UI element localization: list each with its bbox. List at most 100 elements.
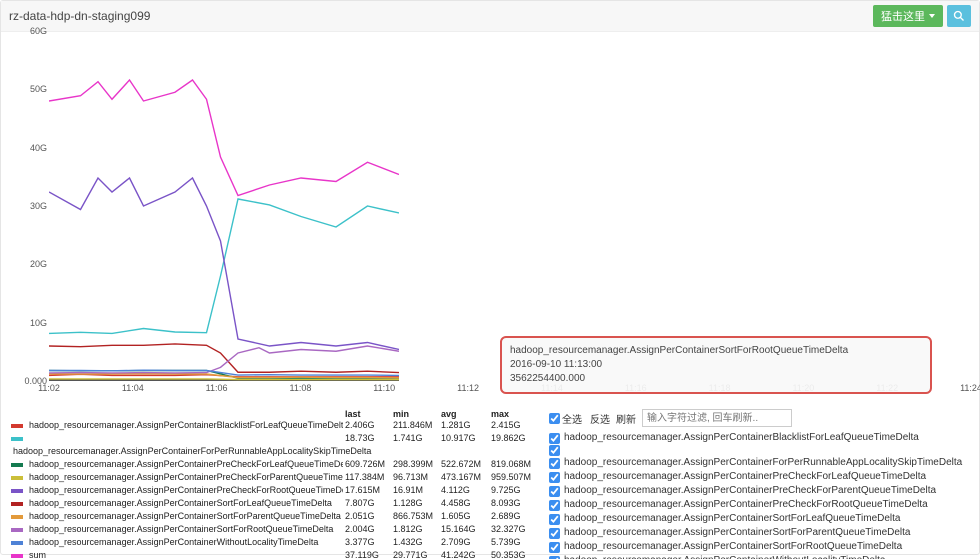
action-button[interactable]: 猛击这里	[873, 5, 943, 27]
legend-value: 1.741G	[391, 432, 439, 445]
select-all-checkbox[interactable]: 全选	[549, 411, 582, 426]
legend-value: 16.91M	[391, 484, 439, 497]
legend-value: 17.615M	[343, 484, 391, 497]
legend-value: 41.242G	[439, 549, 489, 559]
legend-value: 8.093G	[489, 497, 539, 510]
filter-label: hadoop_resourcemanager.AssignPerContaine…	[564, 526, 911, 540]
refresh-link[interactable]: 刷新	[616, 411, 636, 426]
filter-checkbox[interactable]	[549, 458, 560, 469]
legend-header: last min avg max	[9, 409, 539, 419]
x-tick: 11:12	[457, 383, 479, 393]
x-tick: 11:04	[122, 383, 144, 393]
series-runnable	[49, 199, 399, 333]
legend-value: 819.068M	[489, 458, 539, 471]
legend-table: last min avg max hadoop_resourcemanager.…	[9, 409, 539, 559]
filter-checkbox[interactable]	[549, 433, 560, 444]
legend-series-name: hadoop_resourcemanager.AssignPerContaine…	[9, 445, 539, 458]
legend-row[interactable]: hadoop_resourcemanager.AssignPerContaine…	[9, 419, 539, 432]
legend-series-name: hadoop_resourcemanager.AssignPerContaine…	[9, 484, 343, 497]
filter-checkbox[interactable]	[549, 514, 560, 525]
legend-row[interactable]: hadoop_resourcemanager.AssignPerContaine…	[9, 497, 539, 510]
series-precheckparent	[49, 379, 399, 380]
filter-row[interactable]: hadoop_resourcemanager.AssignPerContaine…	[549, 498, 971, 512]
legend-value: 7.807G	[343, 497, 391, 510]
chart-tooltip: hadoop_resourcemanager.AssignPerContaine…	[500, 336, 932, 394]
col-avg: avg	[439, 409, 489, 419]
legend-value: 609.726M	[343, 458, 391, 471]
filter-checkbox[interactable]	[549, 528, 560, 539]
legend-value: 298.399M	[391, 458, 439, 471]
filter-row[interactable]: hadoop_resourcemanager.AssignPerContaine…	[549, 526, 971, 540]
filter-row[interactable]	[549, 445, 971, 456]
panel-header: rz-data-hdp-dn-staging099 猛击这里	[1, 1, 979, 32]
legend-value: 2.004G	[343, 523, 391, 536]
series-filter-panel: 全选 反选 刷新 hadoop_resourcemanager.AssignPe…	[549, 409, 971, 559]
legend-row[interactable]: hadoop_resourcemanager.AssignPerContaine…	[9, 523, 539, 536]
legend-swatch	[11, 541, 23, 545]
legend-row[interactable]: hadoop_resourcemanager.AssignPerContaine…	[9, 458, 539, 471]
filter-checkbox[interactable]	[549, 472, 560, 483]
invert-select[interactable]: 反选	[588, 411, 610, 426]
legend-row[interactable]: 18.73G1.741G10.917G19.862G	[9, 432, 539, 445]
legend-series-name: hadoop_resourcemanager.AssignPerContaine…	[9, 536, 343, 549]
legend-swatch	[11, 528, 23, 532]
legend-row[interactable]: hadoop_resourcemanager.AssignPerContaine…	[9, 484, 539, 497]
col-max: max	[489, 409, 539, 419]
filter-checkbox[interactable]	[549, 445, 560, 456]
legend-value: 473.167M	[439, 471, 489, 484]
search-button[interactable]	[947, 5, 971, 27]
legend-row[interactable]: sum37.119G29.771G41.242G50.353G	[9, 549, 539, 559]
x-tick: 11:06	[206, 383, 228, 393]
filter-row[interactable]: hadoop_resourcemanager.AssignPerContaine…	[549, 540, 971, 554]
legend-series-name: hadoop_resourcemanager.AssignPerContaine…	[9, 510, 343, 523]
filter-input[interactable]	[642, 409, 792, 427]
legend-row[interactable]: hadoop_resourcemanager.AssignPerContaine…	[9, 471, 539, 484]
x-tick: 11:08	[289, 383, 311, 393]
y-axis: 60G50G40G30G20G10G0.000	[13, 31, 47, 381]
y-tick: 40G	[30, 143, 47, 153]
filter-checkbox[interactable]	[549, 500, 560, 511]
legend-value: 1.605G	[439, 510, 489, 523]
legend-value: 50.353G	[489, 549, 539, 559]
filter-row[interactable]: hadoop_resourcemanager.AssignPerContaine…	[549, 554, 971, 559]
legend-value: 2.406G	[343, 419, 391, 432]
legend-series-name: hadoop_resourcemanager.AssignPerContaine…	[9, 419, 343, 432]
legend-value: 2.415G	[489, 419, 539, 432]
legend-row[interactable]: hadoop_resourcemanager.AssignPerContaine…	[9, 510, 539, 523]
y-tick: 50G	[30, 84, 47, 94]
y-tick: 10G	[30, 318, 47, 328]
legend-swatch	[11, 502, 23, 506]
filter-row[interactable]: hadoop_resourcemanager.AssignPerContaine…	[549, 484, 971, 498]
col-min: min	[391, 409, 439, 419]
filter-checkbox[interactable]	[549, 542, 560, 553]
filter-label: hadoop_resourcemanager.AssignPerContaine…	[564, 498, 928, 512]
filter-checkbox[interactable]	[549, 486, 560, 497]
legend-swatch	[11, 515, 23, 519]
y-tick: 30G	[30, 201, 47, 211]
legend-value: 211.846M	[391, 419, 439, 432]
filter-row[interactable]: hadoop_resourcemanager.AssignPerContaine…	[549, 512, 971, 526]
y-tick: 60G	[30, 26, 47, 36]
x-tick: 11:10	[373, 383, 395, 393]
filter-list: hadoop_resourcemanager.AssignPerContaine…	[549, 431, 971, 559]
legend-value: 5.739G	[489, 536, 539, 549]
filter-checkbox[interactable]	[549, 556, 560, 559]
legend-swatch	[11, 476, 23, 480]
legend-value: 3.377G	[343, 536, 391, 549]
filter-row[interactable]: hadoop_resourcemanager.AssignPerContaine…	[549, 456, 971, 470]
legend-swatch	[11, 463, 23, 467]
tooltip-series: hadoop_resourcemanager.AssignPerContaine…	[510, 344, 922, 358]
filter-label: hadoop_resourcemanager.AssignPerContaine…	[564, 431, 919, 445]
filter-label: hadoop_resourcemanager.AssignPerContaine…	[564, 554, 885, 559]
filter-row[interactable]: hadoop_resourcemanager.AssignPerContaine…	[549, 470, 971, 484]
legend-value: 4.112G	[439, 484, 489, 497]
header-actions: 猛击这里	[873, 5, 971, 27]
filter-row[interactable]: hadoop_resourcemanager.AssignPerContaine…	[549, 431, 971, 445]
legend-value: 1.281G	[439, 419, 489, 432]
legend-series-name: sum	[9, 549, 343, 559]
legend-row[interactable]: hadoop_resourcemanager.AssignPerContaine…	[9, 536, 539, 549]
tooltip-value: 3562254400.000	[510, 372, 922, 386]
legend-series-name: hadoop_resourcemanager.AssignPerContaine…	[9, 458, 343, 471]
legend-row[interactable]: hadoop_resourcemanager.AssignPerContaine…	[9, 445, 539, 458]
legend-value: 19.862G	[489, 432, 539, 445]
